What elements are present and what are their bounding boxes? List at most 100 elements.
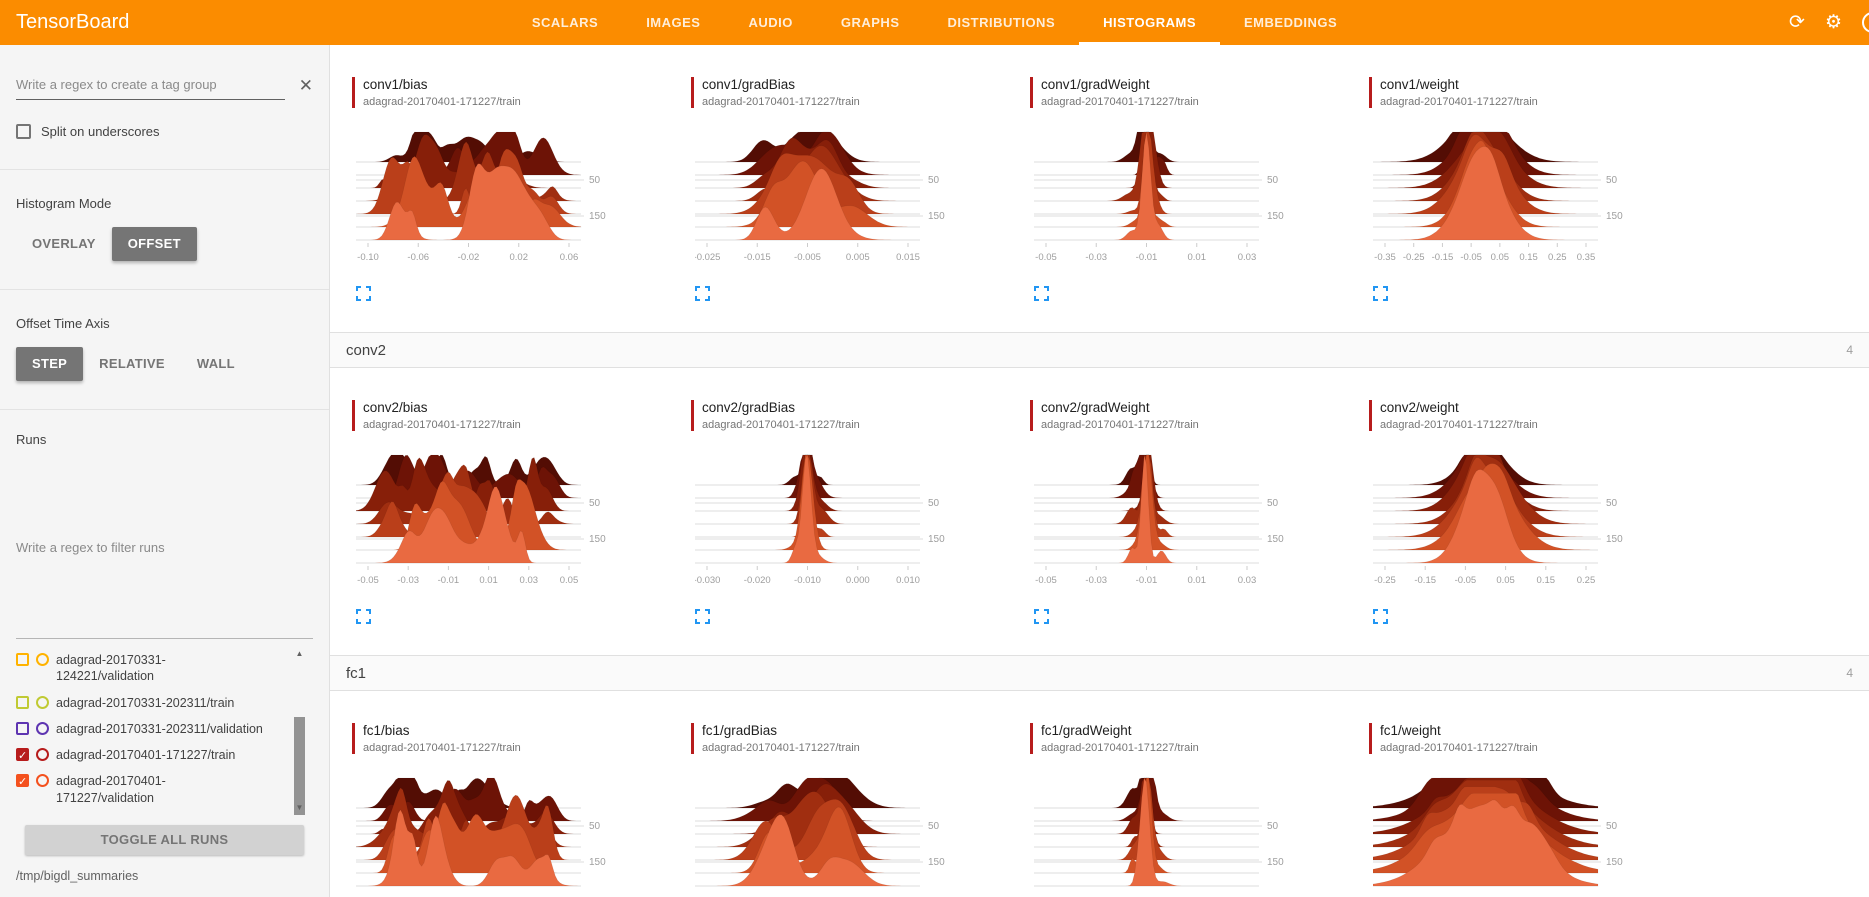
expand-icon[interactable]: [356, 608, 372, 625]
run-label: adagrad-20170331-124221/validation: [56, 653, 166, 684]
tab-distributions[interactable]: DISTRIBUTIONS: [947, 15, 1056, 30]
run-color-bar: [691, 722, 694, 754]
card-title: fc1/bias adagrad-20170401-171227/train: [352, 722, 682, 754]
histogram-chart[interactable]: 50 150 -0.05 -0.03 -0.01 0.01 0.03: [1034, 124, 1304, 274]
histogram-card: conv2/bias adagrad-20170401-171227/train 5…: [352, 399, 682, 625]
cards-row: conv2/bias adagrad-20170401-171227/train 5…: [330, 368, 1869, 655]
histogram-chart[interactable]: 50 150 -0.030 -0.020 -0.010 0.000 0.010: [695, 447, 965, 597]
help-icon[interactable]: ?: [1862, 12, 1869, 33]
scroll-up-icon[interactable]: ▲: [295, 649, 304, 658]
run-item[interactable]: adagrad-20170331-124221/validation: [16, 647, 285, 690]
expand-icon[interactable]: [1373, 285, 1389, 302]
run-item[interactable]: ✓ adagrad-20170401-171227/validation: [16, 768, 285, 811]
sidebar: ✕ Split on underscores Histogram Mode OV…: [0, 45, 330, 897]
histogram-card: fc1/gradWeight adagrad-20170401-171227/tr…: [1030, 722, 1360, 897]
expand-icon[interactable]: [1034, 608, 1050, 625]
histogram-chart[interactable]: 50 150 -0.05 -0.03 -0.01 0.01 0.03: [1034, 447, 1304, 597]
section-header-fc1[interactable]: fc1 4: [330, 654, 1869, 691]
histogram-chart[interactable]: 50 150: [356, 770, 626, 897]
tab-scalars[interactable]: SCALARS: [531, 15, 599, 30]
runs-label: Runs: [16, 432, 47, 447]
refresh-icon[interactable]: ⟳: [1789, 12, 1805, 33]
run-name: adagrad-20170401-171227/train: [1380, 418, 1538, 431]
histogram-card: conv2/gradBias adagrad-20170401-171227/tr…: [691, 399, 1021, 625]
axis-wall-button[interactable]: WALL: [196, 356, 235, 371]
svg-text:0.000: 0.000: [846, 575, 870, 586]
svg-text:50: 50: [589, 821, 601, 832]
run-label: adagrad-20170331-202311/train: [56, 695, 235, 710]
log-directory-path: /tmp/bigdl_summaries: [16, 869, 139, 883]
svg-text:150: 150: [1606, 534, 1623, 545]
tag-name: conv1/weight: [1380, 77, 1459, 92]
tab-images[interactable]: IMAGES: [646, 15, 701, 30]
expand-icon[interactable]: [695, 608, 711, 625]
tag-name: fc1/bias: [363, 722, 410, 738]
tab-embeddings[interactable]: EMBEDDINGS: [1244, 15, 1338, 30]
card-title: conv1/gradWeight adagrad-20170401-171227/…: [1030, 77, 1360, 108]
runs-filter-input[interactable]: [16, 457, 313, 639]
svg-text:50: 50: [589, 175, 601, 186]
tab-audio[interactable]: AUDIO: [748, 15, 793, 30]
histogram-chart[interactable]: 50 150: [695, 770, 965, 897]
split-underscores-label: Split on underscores: [41, 124, 160, 139]
histogram-card: conv2/weight adagrad-20170401-171227/trai…: [1369, 399, 1699, 625]
tab-graphs[interactable]: GRAPHS: [840, 15, 900, 30]
header-icons: ⟳ ⚙ ?: [1789, 0, 1869, 45]
offset-time-axis-label: Offset Time Axis: [16, 316, 110, 331]
tag-name: fc1/gradWeight: [1041, 722, 1132, 738]
histogram-chart[interactable]: 50 150 -0.05 -0.03 -0.01 0.01 0.03 0.05: [356, 447, 626, 597]
svg-text:-0.010: -0.010: [794, 575, 821, 586]
run-label: adagrad-20170331-202311/validation: [56, 721, 263, 736]
svg-text:-0.25: -0.25: [1374, 575, 1396, 586]
tag-name: conv1/gradBias: [702, 77, 796, 92]
histogram-chart[interactable]: 50 150: [1034, 770, 1304, 897]
section-header-conv2[interactable]: conv2 4: [330, 331, 1869, 368]
axis-relative-button[interactable]: RELATIVE: [99, 356, 165, 371]
section-name: conv2: [346, 341, 387, 359]
expand-icon[interactable]: [1034, 285, 1050, 302]
histogram-chart[interactable]: 50 150 -0.25 -0.15 -0.05 0.05 0.15 0.25: [1373, 447, 1643, 597]
app-header: TensorBoard SCALARS IMAGES AUDIO GRAPHS DIST…: [0, 0, 1869, 45]
tab-histograms[interactable]: HISTOGRAMS: [1079, 0, 1221, 45]
histogram-chart[interactable]: 50 150: [1373, 770, 1643, 897]
run-checkbox[interactable]: [16, 695, 29, 709]
run-item[interactable]: adagrad-20170331-202311/train: [16, 690, 285, 716]
run-color-circle: [36, 748, 49, 761]
run-color-bar: [691, 399, 694, 431]
run-name: adagrad-20170401-171227/train: [1041, 741, 1199, 754]
expand-icon[interactable]: [1373, 608, 1389, 625]
scroll-down-icon[interactable]: ▼: [295, 803, 304, 812]
run-item[interactable]: ✓ adagrad-20170401-171227/train: [16, 742, 285, 768]
runs-scrollbar: ▲ ▼: [292, 647, 307, 815]
split-underscores-checkbox[interactable]: [16, 124, 31, 139]
svg-text:-0.03: -0.03: [1085, 575, 1107, 586]
run-checkbox[interactable]: ✓: [16, 774, 29, 789]
mode-offset-button[interactable]: OFFSET: [111, 227, 197, 261]
histogram-card: conv1/gradWeight adagrad-20170401-171227/…: [1030, 77, 1360, 302]
mode-overlay-button[interactable]: OVERLAY: [32, 236, 96, 251]
run-item[interactable]: adagrad-20170331-202311/validation: [16, 716, 285, 742]
run-color-bar: [352, 722, 355, 754]
svg-text:-0.030: -0.030: [695, 575, 720, 586]
close-icon[interactable]: ✕: [298, 75, 313, 95]
split-underscores-row[interactable]: Split on underscores: [16, 124, 313, 139]
toggle-all-runs-button[interactable]: TOGGLE ALL RUNS: [25, 825, 304, 855]
expand-icon[interactable]: [356, 285, 372, 302]
run-color-bar: [1030, 722, 1033, 754]
histogram-chart[interactable]: 50 150 -0.35 -0.25 -0.15 -0.05 0.05 0.15 0.25 0.3…: [1373, 124, 1643, 274]
histogram-chart[interactable]: 50 150 -0.10 -0.06 -0.02 0.02 0.06: [356, 124, 626, 274]
scrollbar-thumb[interactable]: [294, 717, 305, 815]
svg-text:0.05: 0.05: [1496, 575, 1515, 586]
axis-step-button[interactable]: STEP: [16, 347, 84, 381]
tag-name: conv2/gradBias: [702, 399, 796, 415]
tag-regex-input[interactable]: [16, 71, 285, 100]
run-checkbox[interactable]: [16, 721, 29, 735]
svg-text:0.06: 0.06: [560, 252, 579, 263]
settings-icon[interactable]: ⚙: [1824, 12, 1842, 33]
expand-icon[interactable]: [695, 285, 711, 302]
histogram-chart[interactable]: 50 150 -0.025 -0.015 -0.005 0.005 0.015: [695, 124, 965, 274]
run-item[interactable]: lenet-20170323-150108/train: [16, 811, 285, 815]
svg-text:-0.05: -0.05: [1455, 575, 1477, 586]
run-checkbox[interactable]: ✓: [16, 748, 29, 762]
run-checkbox[interactable]: [16, 653, 29, 666]
